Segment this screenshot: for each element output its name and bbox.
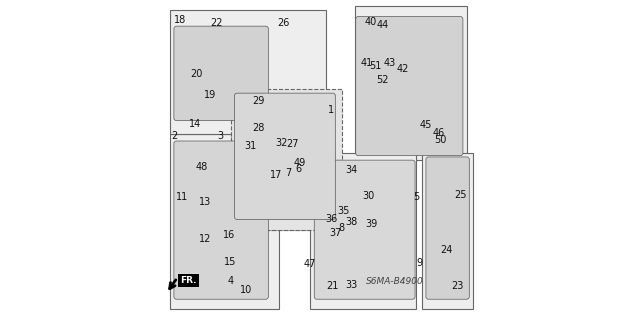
Text: 8: 8: [339, 223, 345, 233]
Text: 47: 47: [303, 259, 316, 269]
Text: 34: 34: [346, 165, 358, 175]
Text: 43: 43: [383, 58, 396, 68]
Polygon shape: [355, 6, 467, 160]
Text: 17: 17: [270, 170, 282, 181]
Polygon shape: [170, 10, 326, 230]
FancyBboxPatch shape: [234, 93, 335, 219]
Text: 32: 32: [275, 137, 287, 148]
Text: 50: 50: [434, 135, 447, 145]
Text: 14: 14: [189, 119, 201, 129]
Text: 4: 4: [228, 276, 234, 286]
Text: 52: 52: [376, 75, 389, 85]
Text: 49: 49: [293, 158, 305, 168]
Text: 44: 44: [377, 19, 389, 30]
Text: 27: 27: [286, 139, 298, 149]
FancyBboxPatch shape: [174, 26, 268, 121]
FancyBboxPatch shape: [174, 141, 268, 299]
Text: 22: 22: [210, 18, 223, 28]
Text: 48: 48: [196, 161, 208, 172]
Text: 29: 29: [253, 96, 265, 107]
Text: 15: 15: [224, 257, 236, 267]
Text: 5: 5: [413, 192, 419, 202]
FancyBboxPatch shape: [426, 157, 469, 299]
Text: 35: 35: [337, 206, 349, 217]
Text: 12: 12: [199, 234, 211, 244]
Text: 37: 37: [330, 228, 342, 238]
Text: 36: 36: [325, 214, 337, 225]
Text: 9: 9: [417, 257, 422, 268]
Text: 39: 39: [365, 219, 377, 229]
Text: 24: 24: [440, 245, 452, 255]
Text: 11: 11: [176, 192, 188, 202]
Text: 41: 41: [361, 58, 373, 68]
Text: 19: 19: [204, 90, 216, 100]
FancyBboxPatch shape: [314, 160, 415, 299]
Text: 21: 21: [326, 281, 339, 292]
Text: 3: 3: [218, 130, 223, 141]
Polygon shape: [310, 153, 416, 309]
Text: 7: 7: [285, 168, 291, 178]
Polygon shape: [230, 89, 342, 230]
Text: 33: 33: [345, 279, 357, 290]
Text: 40: 40: [364, 17, 376, 27]
FancyBboxPatch shape: [356, 17, 463, 156]
Text: 46: 46: [433, 128, 445, 138]
Text: S6MA-B4900: S6MA-B4900: [366, 277, 424, 286]
Text: 16: 16: [223, 230, 236, 241]
Polygon shape: [422, 153, 473, 309]
Text: 13: 13: [199, 197, 211, 207]
Text: 20: 20: [190, 69, 203, 79]
Text: 51: 51: [369, 61, 381, 71]
Text: 26: 26: [277, 18, 289, 28]
Text: 2: 2: [171, 130, 177, 141]
Text: FR.: FR.: [180, 276, 196, 285]
Text: 30: 30: [362, 191, 374, 201]
Text: 23: 23: [452, 281, 464, 291]
Text: 25: 25: [454, 190, 467, 200]
Text: 10: 10: [240, 285, 252, 295]
Text: 42: 42: [396, 64, 408, 74]
Text: 6: 6: [295, 164, 301, 174]
Text: 1: 1: [328, 105, 333, 115]
Text: 31: 31: [244, 141, 257, 151]
Text: 18: 18: [173, 15, 186, 25]
Polygon shape: [170, 134, 278, 309]
Text: 45: 45: [420, 120, 433, 130]
Text: 28: 28: [253, 123, 265, 133]
Text: 38: 38: [345, 217, 357, 227]
